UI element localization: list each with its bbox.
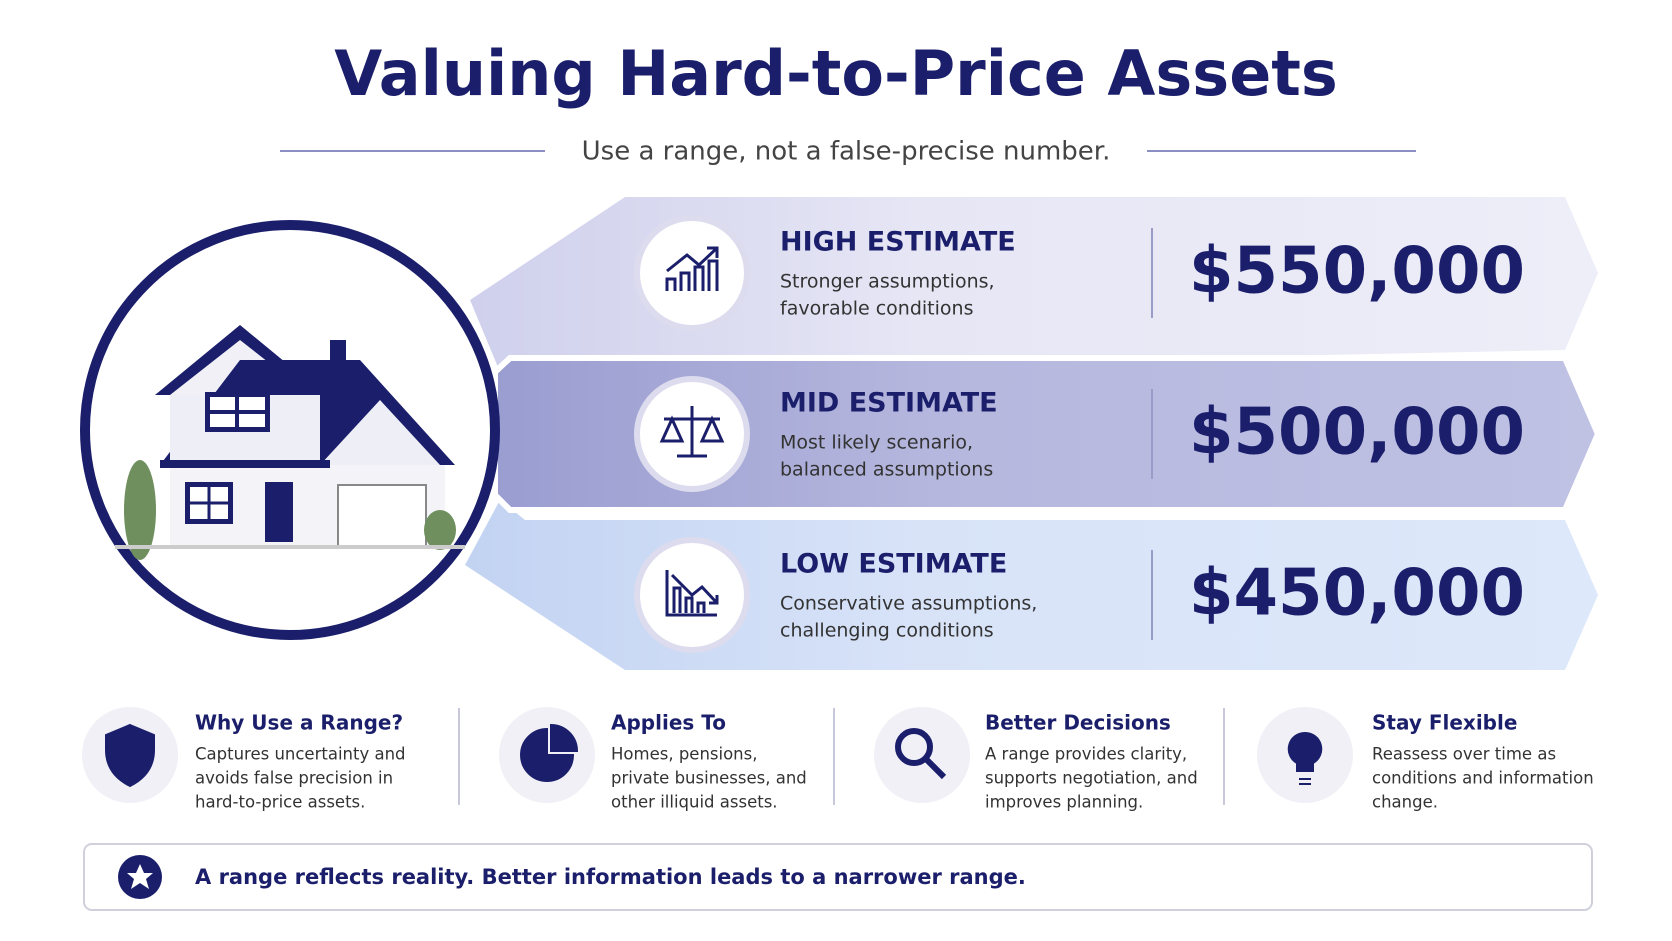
note-text: private businesses, and [611, 769, 807, 788]
bands [465, 197, 1602, 670]
note-title: Why Use a Range? [195, 711, 403, 735]
star [127, 864, 153, 889]
note-text: hard-to-price assets. [195, 793, 365, 812]
estimate-label: HIGH ESTIMATE [780, 227, 1016, 258]
estimate-description: balanced assumptions [780, 459, 993, 481]
note-text: improves planning. [985, 793, 1143, 812]
estimate-description: Most likely scenario, [780, 432, 973, 454]
estimate-label: MID ESTIMATE [780, 388, 998, 419]
note-title: Applies To [611, 711, 726, 735]
estimate-label: LOW ESTIMATE [780, 549, 1007, 580]
note-text: Reassess over time as [1372, 745, 1556, 764]
note-icon [105, 723, 155, 788]
note-icon [1287, 731, 1323, 785]
estimate-value: $550,000 [1189, 235, 1525, 309]
estimate-value: $450,000 [1189, 557, 1525, 631]
band-mid [492, 355, 1602, 513]
notes: Why Use a Range? Captures uncertainty and… [82, 707, 1594, 812]
band-high [470, 197, 1598, 372]
note-icon [520, 723, 579, 782]
note-text: other illiquid assets. [611, 793, 778, 812]
footer-text: A range reflects reality. Better informa… [195, 865, 1026, 889]
subtitle: Use a range, not a false-precise number. [582, 137, 1111, 167]
icon [659, 406, 725, 458]
estimate-description: challenging conditions [780, 620, 994, 642]
estimate-value: $500,000 [1189, 396, 1525, 470]
estimate-description: favorable conditions [780, 298, 973, 320]
band-low [465, 500, 1598, 670]
note-text: Captures uncertainty and [195, 745, 406, 764]
title: Valuing Hard-to-Price Assets [334, 37, 1338, 110]
icon [665, 570, 719, 617]
note-title: Stay Flexible [1372, 711, 1517, 735]
estimate-description: Stronger assumptions, [780, 271, 995, 293]
note-text: conditions and information [1372, 769, 1594, 788]
note-title: Better Decisions [985, 711, 1171, 735]
note-text: supports negotiation, and [985, 769, 1198, 788]
note-icon-bg [874, 707, 970, 803]
note-icon [895, 728, 947, 780]
estimate-description: Conservative assumptions, [780, 593, 1037, 615]
house-illustration [80, 220, 500, 640]
icon [665, 246, 719, 291]
note-text: A range provides clarity, [985, 745, 1187, 764]
note-text: Homes, pensions, [611, 745, 757, 764]
icon-circle [634, 215, 750, 331]
note-text: change. [1372, 793, 1438, 812]
note-text: avoids false precision in [195, 769, 393, 788]
estimate-rows: HIGH ESTIMATE Stronger assumptions, favora… [634, 215, 1525, 653]
footer-box [83, 843, 1593, 911]
